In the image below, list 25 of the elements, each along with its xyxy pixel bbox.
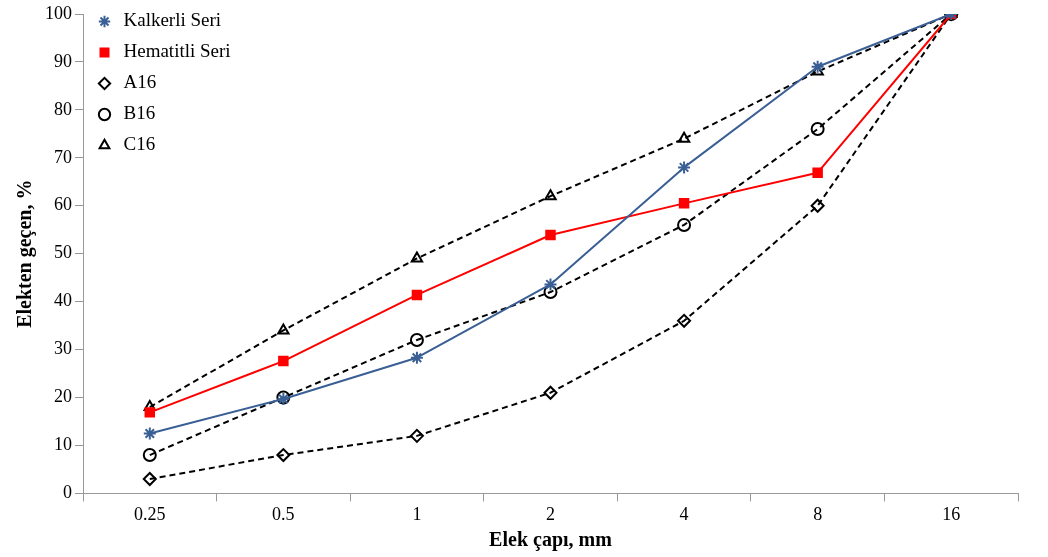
y-tick-label: 90: [54, 50, 72, 71]
legend-label: C16: [123, 133, 156, 155]
legend-label: A16: [123, 71, 157, 93]
x-tick-label: 2: [546, 503, 555, 524]
y-tick-label: 50: [54, 242, 72, 263]
legend-label: Hematitli Seri: [123, 40, 231, 62]
y-tick-label: 10: [54, 434, 72, 455]
y-tick-label: 0: [63, 482, 72, 503]
y-tick-label: 70: [54, 146, 72, 167]
x-tick-label: 0.25: [134, 503, 166, 524]
x-tick-label: 4: [679, 503, 689, 524]
y-tick-label: 30: [54, 338, 72, 359]
y-tick-label: 60: [54, 194, 72, 215]
y-tick-label: 80: [54, 98, 72, 119]
y-tick-label: 40: [54, 290, 72, 311]
legend-label: Kalkerli Seri: [123, 9, 222, 31]
legend-label: B16: [123, 102, 156, 124]
x-tick-label: 1: [412, 503, 422, 524]
x-tick-label: 0.5: [272, 503, 295, 524]
y-tick-label: 100: [45, 2, 72, 23]
x-axis-title: Elek çapı, mm: [489, 528, 613, 552]
x-tick-label: 16: [942, 503, 961, 524]
y-tick-label: 20: [54, 386, 72, 407]
x-tick-label: 8: [813, 503, 823, 524]
y-axis-title: Elekten geçen, %: [13, 179, 37, 328]
